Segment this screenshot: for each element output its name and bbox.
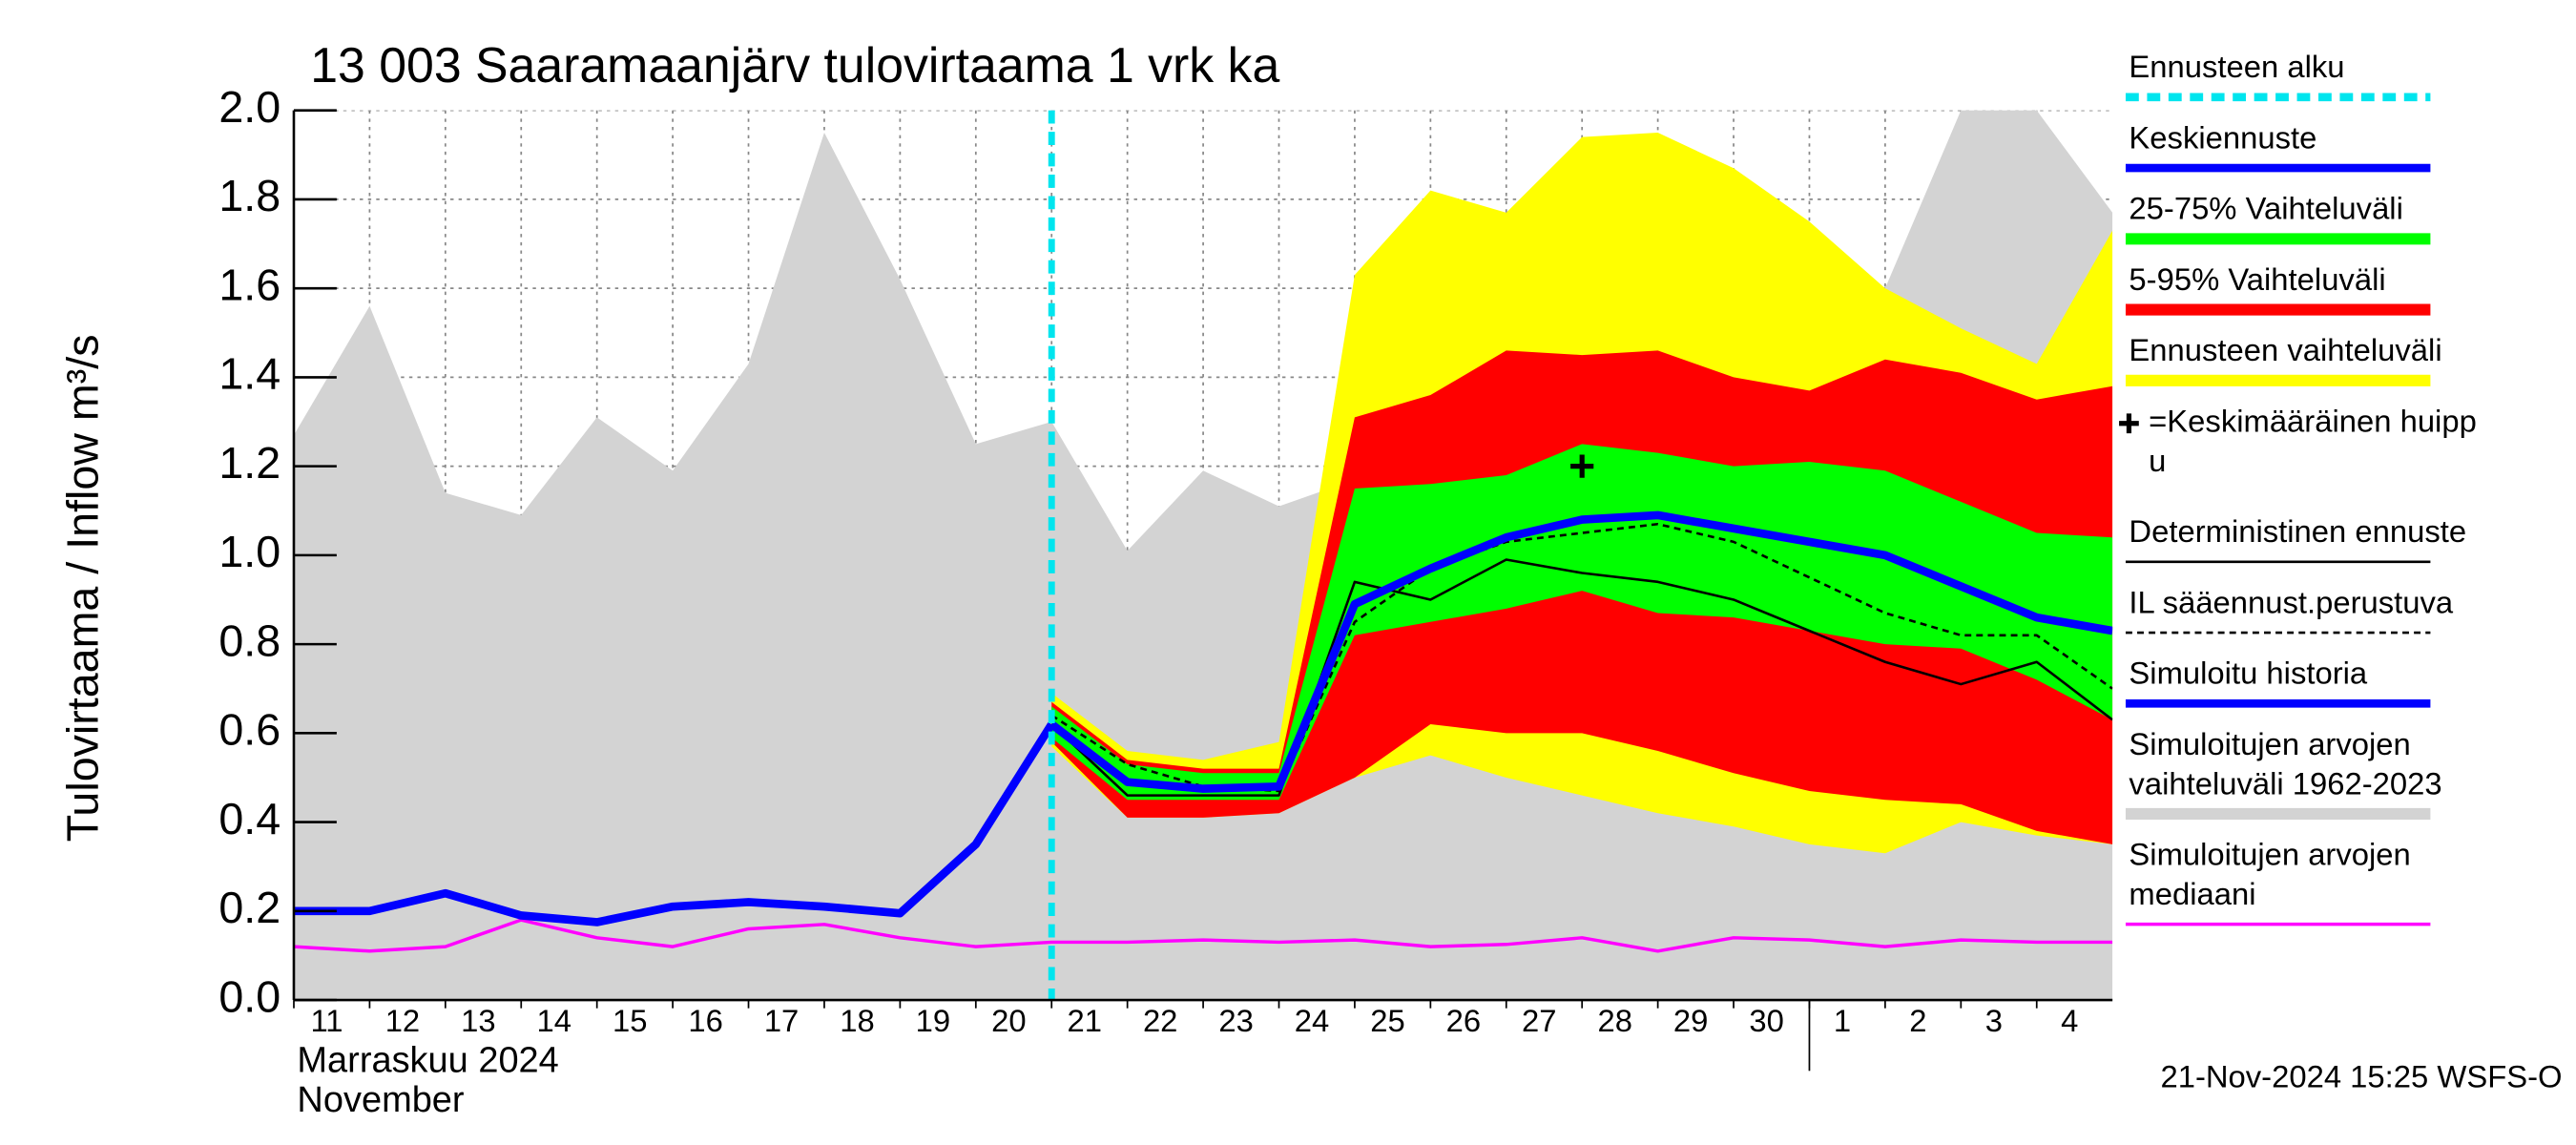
y-tick-label: 1.6 xyxy=(218,260,280,309)
plot-area xyxy=(293,110,2113,1001)
x-tick-label: 22 xyxy=(1143,1003,1177,1038)
x-tick-label: 1 xyxy=(1834,1003,1851,1038)
x-tick-label: 20 xyxy=(991,1003,1026,1038)
x-tick-label: 21 xyxy=(1068,1003,1102,1038)
x-tick-label: 11 xyxy=(310,1003,343,1038)
x-tick-label: 26 xyxy=(1446,1003,1481,1038)
x-tick-label: 19 xyxy=(916,1003,950,1038)
x-tick-label: 28 xyxy=(1597,1003,1631,1038)
y-tick-label: 0.8 xyxy=(218,615,280,665)
y-tick-label: 1.2 xyxy=(218,438,280,488)
x-tick-label: 14 xyxy=(537,1003,571,1038)
series-line xyxy=(293,918,2113,953)
x-tick-label: 2 xyxy=(1909,1003,1926,1038)
x-tick-label: 15 xyxy=(613,1003,647,1038)
x-tick-label: 29 xyxy=(1673,1003,1708,1038)
legend-label: u xyxy=(2149,443,2166,478)
footer: 21-Nov-2024 15:25 WSFS-O xyxy=(2160,1059,2562,1094)
x-tick-label: 16 xyxy=(688,1003,722,1038)
series-line xyxy=(1050,522,2113,793)
y-tick-label: 1.4 xyxy=(218,349,280,399)
legend-label: Simuloitu historia xyxy=(2129,656,2367,691)
legend: Ennusteen alku Keskiennuste 25-75% Vaihtel… xyxy=(2119,49,2477,926)
y-tick-label: 2.0 xyxy=(218,82,280,132)
x-tick-label: 27 xyxy=(1522,1003,1556,1038)
legend-label: vaihteluväli 1962-2023 xyxy=(2129,765,2441,801)
legend-label: Ennusteen vaihteluväli xyxy=(2129,332,2441,367)
y-tick-label: 0.2 xyxy=(218,883,280,932)
y-tick-label: 1.0 xyxy=(218,527,280,576)
legend-label: 5-95% Vaihteluväli xyxy=(2129,261,2385,297)
x-tick-label: 23 xyxy=(1218,1003,1253,1038)
x-tick-label: 13 xyxy=(461,1003,495,1038)
legend-label: Keskiennuste xyxy=(2129,119,2316,155)
x-tick-label: 24 xyxy=(1295,1003,1329,1038)
peak-marker xyxy=(1570,454,1594,478)
x-tick-label: 30 xyxy=(1749,1003,1783,1038)
y-tick-label: 0.6 xyxy=(218,705,280,755)
legend-label: Ennusteen alku xyxy=(2129,49,2344,84)
legend-label: =Keskimääräinen huipp xyxy=(2149,403,2477,438)
legend-label: IL sääennust.perustuva xyxy=(2129,584,2453,619)
x-tick-label: 4 xyxy=(2061,1003,2078,1038)
x-tick-label: 25 xyxy=(1370,1003,1404,1038)
y-tick-label: 0.4 xyxy=(218,794,280,843)
legend-label: mediaani xyxy=(2129,876,2255,911)
range-band xyxy=(1051,444,2113,801)
series-line xyxy=(1050,558,2113,797)
axes: 0.00.20.40.60.81.01.21.41.61.82.011 12 13 1… xyxy=(218,82,2113,1038)
y-axis-label: Tulovirtaama / Inflow m³/s xyxy=(58,334,108,842)
legend-label: Simuloitujen arvojen xyxy=(2129,726,2410,761)
x-tick-label: 18 xyxy=(840,1003,874,1038)
legend-label: Deterministinen ennuste xyxy=(2129,513,2466,549)
series-line xyxy=(293,721,1055,926)
x-tick-label: 12 xyxy=(385,1003,420,1038)
y-tick-label: 0.0 xyxy=(218,971,280,1021)
x-tick-label: 3 xyxy=(1985,1003,2003,1038)
legend-label: Simuloitujen arvojen xyxy=(2129,837,2410,872)
legend-label: 25-75% Vaihteluväli xyxy=(2129,191,2402,226)
series-line xyxy=(1049,510,2113,793)
x-axis-label: November xyxy=(297,1080,464,1120)
chart-title: 13 003 Saaramaanjärv tulovirtaama 1 vrk … xyxy=(310,37,1279,93)
x-tick-label: 17 xyxy=(764,1003,799,1038)
y-tick-label: 1.8 xyxy=(218,171,280,220)
legend-marker xyxy=(2119,413,2139,434)
x-axis-label: Marraskuu 2024 xyxy=(297,1041,558,1081)
